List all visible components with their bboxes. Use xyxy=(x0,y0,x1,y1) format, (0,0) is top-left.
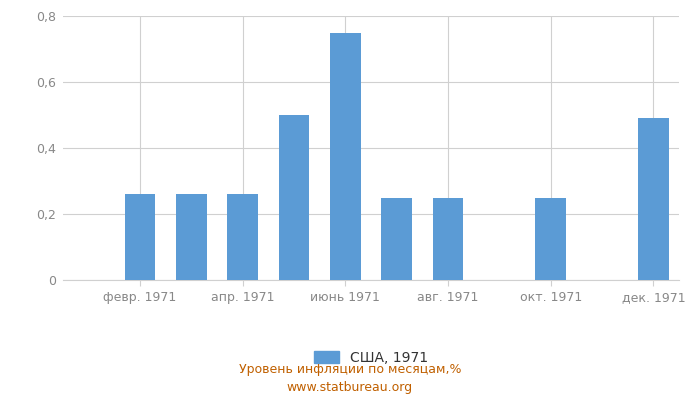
Bar xyxy=(279,115,309,280)
Bar xyxy=(638,118,668,280)
Text: Уровень инфляции по месяцам,%: Уровень инфляции по месяцам,% xyxy=(239,364,461,376)
Bar xyxy=(330,32,360,280)
Bar xyxy=(382,198,412,280)
Bar xyxy=(536,198,566,280)
Legend: США, 1971: США, 1971 xyxy=(308,345,434,370)
Bar xyxy=(125,194,155,280)
Bar xyxy=(228,194,258,280)
Text: www.statbureau.org: www.statbureau.org xyxy=(287,382,413,394)
Bar xyxy=(176,194,206,280)
Bar xyxy=(433,198,463,280)
